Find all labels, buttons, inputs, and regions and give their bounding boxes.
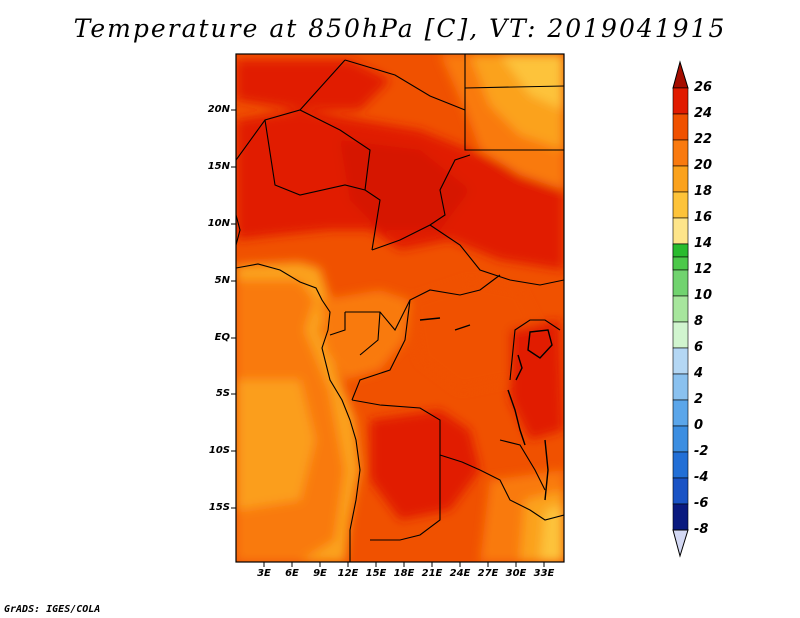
colorbar-label: -2 [694, 444, 709, 459]
y-tick-label: 5N [214, 275, 230, 286]
page-title: Temperature at 850hPa [C], VT: 201904191… [73, 14, 727, 43]
colorbar-label: 10 [694, 288, 713, 303]
y-tick-label: 15S [208, 502, 230, 513]
colorbar-label: 16 [694, 210, 713, 225]
x-tick-label: 27E [477, 568, 499, 579]
x-tick-label: 30E [505, 568, 527, 579]
colorbar-label: -4 [694, 470, 709, 485]
x-tick-label: 21E [421, 568, 443, 579]
x-tick-label: 24E [449, 568, 471, 579]
colorbar-label: 12 [694, 262, 713, 277]
colorbar-label: 0 [694, 418, 704, 433]
y-tick-label: EQ [214, 332, 230, 343]
y-tick-label: 20N [207, 104, 230, 115]
x-tick-label: 18E [393, 568, 415, 579]
colorbar-label: 14 [694, 236, 713, 251]
temperature-field [236, 54, 564, 562]
colorbar-label: 2 [694, 392, 704, 407]
x-tick-label: 12E [337, 568, 359, 579]
x-tick-label: 3E [257, 568, 271, 579]
axis-ticks [231, 109, 545, 567]
x-tick-label: 15E [365, 568, 387, 579]
colorbar-label: 8 [694, 314, 704, 329]
y-tick-label: 15N [207, 161, 230, 172]
y-tick-label: 10N [207, 218, 230, 229]
x-tick-label: 33E [533, 568, 555, 579]
map-frame [235, 53, 565, 563]
colorbar-label: -6 [694, 496, 709, 511]
colorbar-label: 20 [694, 158, 713, 173]
coastline [236, 263, 361, 562]
colorbar-label: -8 [694, 522, 709, 537]
x-tick-label: 6E [285, 568, 299, 579]
colorbar-label: 26 [694, 80, 713, 95]
lakes [419, 317, 553, 501]
colorbar-label: 18 [694, 184, 713, 199]
y-tick-label: 10S [208, 445, 230, 456]
country-borders [236, 54, 564, 562]
colorbar-label: 22 [694, 132, 713, 147]
colorbar [672, 60, 689, 558]
colorbar-label: 6 [694, 340, 704, 355]
colorbar-label: 4 [694, 366, 704, 381]
colorbar-bottom-arrow [672, 529, 689, 558]
credit-text: GrADS: IGES/COLA [4, 604, 101, 615]
x-tick-label: 9E [313, 568, 327, 579]
colorbar-label: 24 [694, 106, 713, 121]
colorbar-top-arrow [672, 60, 689, 89]
y-tick-label: 5S [215, 388, 230, 399]
